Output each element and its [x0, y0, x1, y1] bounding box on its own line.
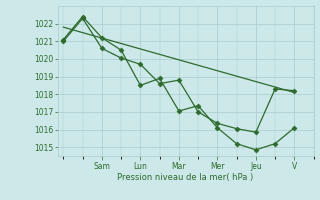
X-axis label: Pression niveau de la mer( hPa ): Pression niveau de la mer( hPa )	[117, 173, 254, 182]
